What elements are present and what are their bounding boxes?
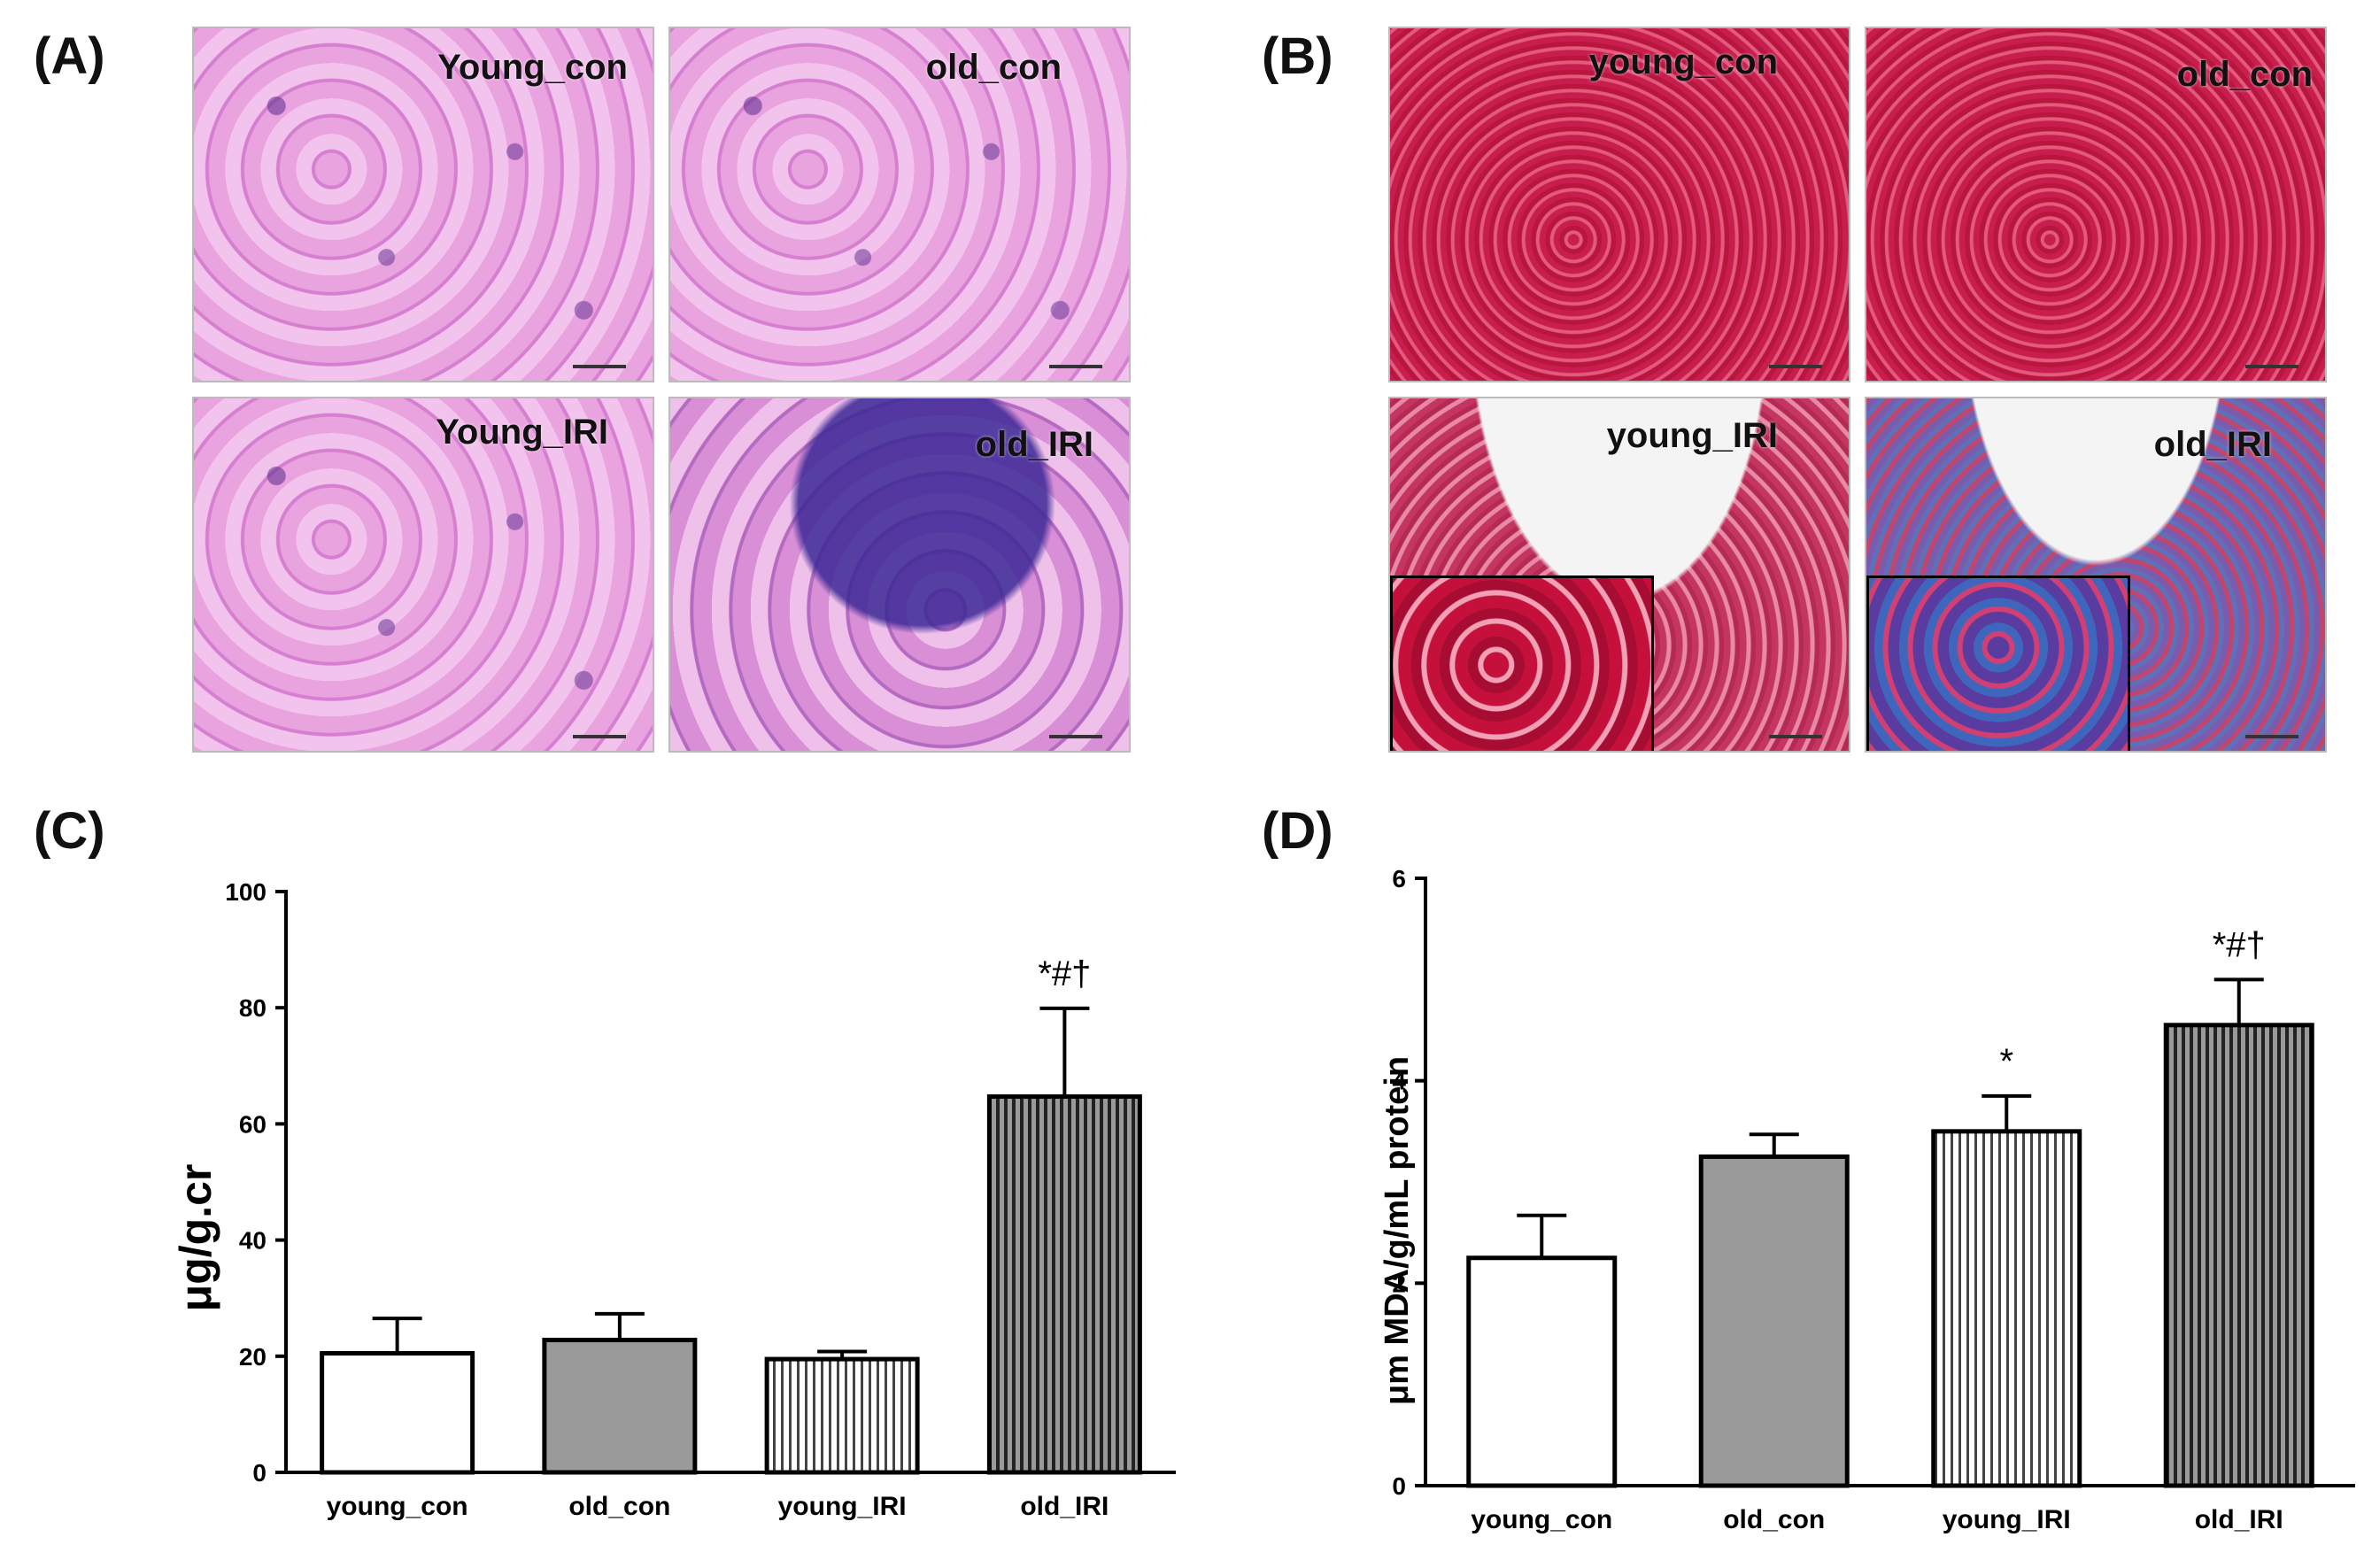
y-tick-label: 0	[252, 1459, 267, 1487]
bar	[1466, 1255, 1618, 1488]
bar	[2163, 1023, 2314, 1488]
micrograph-a-old-con: old_con	[668, 27, 1131, 382]
bar	[1698, 1154, 1850, 1488]
micrograph-tag: Young_IRI	[436, 413, 608, 452]
bar	[1931, 1129, 2082, 1488]
micrograph-b-young-con: young_con	[1388, 27, 1850, 382]
y-tick-label: 60	[239, 1110, 267, 1138]
panel-label-d: (D)	[1262, 802, 1333, 860]
x-tick-label: old_IRI	[2195, 1505, 2283, 1534]
micrograph-tag: Young_con	[437, 48, 628, 87]
scale-bar	[573, 365, 626, 368]
y-tick-label: 2	[1392, 1270, 1406, 1297]
x-tick-label: old_con	[1723, 1505, 1825, 1534]
scale-bar	[1769, 365, 1822, 368]
micrograph-tag: old_IRI	[2153, 425, 2272, 464]
x-tick-label: young_con	[327, 1492, 468, 1521]
y-tick-label: 40	[239, 1227, 267, 1255]
micrograph-a-young-con: Young_con	[192, 27, 654, 382]
micrograph-b-young-iri: young_IRI	[1388, 397, 1850, 753]
micrograph-tag: young_IRI	[1606, 416, 1778, 455]
panel-label-b: (B)	[1262, 27, 1333, 85]
bar	[986, 1094, 1142, 1475]
y-axis-label: μm MDA/g/mL protein	[1379, 1056, 1416, 1405]
scale-bar	[1049, 365, 1102, 368]
magnified-inset	[1390, 575, 1654, 751]
micrograph-tag: old_con	[925, 48, 1062, 87]
micrograph-tag: old_con	[2176, 55, 2313, 94]
panel-label-a: (A)	[34, 27, 105, 85]
x-tick-label: young_IRI	[1943, 1505, 2071, 1534]
panel-label-c: (C)	[34, 802, 105, 860]
chart-d: young_con old_con young_IRI * old_IRI *#† 0 2 4 6…	[1379, 865, 2355, 1534]
x-tick-label: old_IRI	[1020, 1492, 1109, 1521]
significance-label: *#†	[2213, 925, 2266, 964]
chart-c: young_con old_con young_IRI old_IRI *#† 0 20 40…	[171, 878, 1176, 1521]
y-tick-label: 6	[1392, 865, 1406, 892]
bar	[764, 1356, 920, 1475]
micrograph-b-old-iri: old_IRI	[1865, 397, 2327, 753]
y-axis-label: μg/g.cr	[171, 1164, 220, 1312]
micrograph-b-old-con: old_con	[1865, 27, 2327, 382]
significance-label: *#†	[1038, 954, 1091, 993]
micrograph-tag: old_IRI	[975, 425, 1093, 464]
micrograph-a-young-iri: Young_IRI	[192, 397, 654, 753]
x-tick-label: old_con	[568, 1492, 670, 1521]
scale-bar	[2245, 365, 2298, 368]
y-tick-label: 20	[239, 1343, 267, 1371]
scale-bar	[1049, 735, 1102, 738]
micrograph-a-old-iri: old_IRI	[668, 397, 1131, 753]
magnified-inset	[1866, 575, 2130, 751]
x-tick-label: young_IRI	[778, 1492, 907, 1521]
scale-bar	[573, 735, 626, 738]
scale-bar	[2245, 735, 2298, 738]
y-tick-label: 80	[239, 994, 267, 1022]
scale-bar	[1769, 735, 1822, 738]
y-tick-label: 100	[225, 878, 267, 906]
x-tick-label: young_con	[1471, 1505, 1612, 1534]
significance-label: *	[1999, 1042, 2013, 1081]
y-tick-label: 4	[1392, 1068, 1406, 1095]
micrograph-tag: young_con	[1588, 42, 1778, 81]
bar	[320, 1351, 475, 1475]
bar	[542, 1337, 698, 1475]
y-tick-label: 0	[1392, 1472, 1406, 1500]
